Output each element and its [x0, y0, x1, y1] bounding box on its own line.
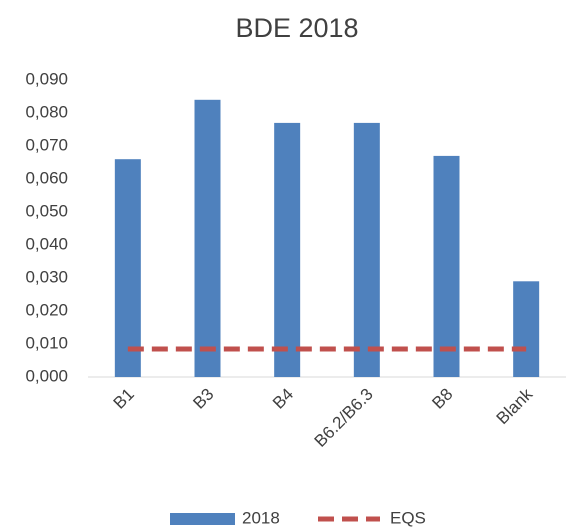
y-tick-label: 0,090	[25, 69, 68, 88]
y-tick-label: 0,050	[25, 201, 68, 220]
y-tick-label: 0,020	[25, 300, 68, 319]
bar	[274, 122, 301, 378]
bar	[433, 155, 460, 377]
bar	[353, 122, 380, 378]
legend-swatch	[170, 513, 235, 525]
x-tick-label: B1	[110, 385, 138, 413]
x-tick-label: B6.2/B6.3	[311, 385, 377, 451]
x-tick-label: B3	[189, 385, 217, 413]
x-tick-label: Blank	[493, 384, 537, 428]
y-tick-label: 0,070	[25, 135, 68, 154]
bar	[513, 281, 540, 377]
x-tick-label: B4	[269, 385, 297, 413]
legend-label: EQS	[390, 508, 426, 527]
bar	[114, 159, 141, 377]
legend-label: 2018	[242, 508, 280, 527]
y-tick-label: 0,040	[25, 234, 68, 253]
bar	[194, 99, 221, 378]
y-tick-label: 0,030	[25, 267, 68, 286]
y-tick-label: 0,000	[25, 366, 68, 385]
y-tick-label: 0,060	[25, 168, 68, 187]
chart-title: BDE 2018	[235, 13, 358, 43]
x-tick-label: B8	[428, 385, 456, 413]
y-tick-label: 0,080	[25, 102, 68, 121]
y-tick-label: 0,010	[25, 333, 68, 352]
